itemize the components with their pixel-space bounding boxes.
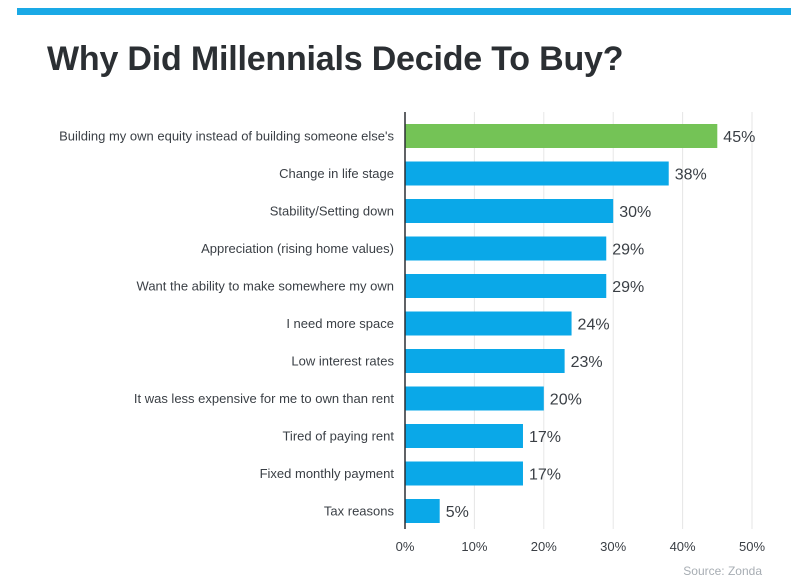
value-label: 5% xyxy=(446,504,469,521)
bar xyxy=(405,386,544,411)
source-note: Source: Zonda xyxy=(683,564,762,578)
value-label: 29% xyxy=(612,279,644,296)
value-label: 20% xyxy=(550,392,582,409)
bar xyxy=(405,349,565,373)
x-tick-label: 0% xyxy=(396,539,415,554)
bar xyxy=(405,124,718,148)
x-tick-label: 40% xyxy=(670,539,696,554)
value-label: 17% xyxy=(529,429,561,446)
chart-title: Why Did Millennials Decide To Buy? xyxy=(47,40,624,78)
x-tick-label: 20% xyxy=(531,539,557,554)
bar xyxy=(405,236,607,261)
x-tick-label: 30% xyxy=(600,539,626,554)
value-label: 17% xyxy=(529,467,561,484)
value-label: 38% xyxy=(675,167,707,184)
bar xyxy=(405,311,572,336)
category-label: Change in life stage xyxy=(279,166,394,181)
top-accent-rule xyxy=(17,8,791,15)
value-label: 29% xyxy=(612,242,644,259)
x-tick-label: 10% xyxy=(461,539,487,554)
value-label: 23% xyxy=(571,354,603,371)
category-label: Low interest rates xyxy=(291,354,394,369)
bar xyxy=(405,161,669,186)
category-label: Building my own equity instead of buildi… xyxy=(59,129,394,144)
value-label: 24% xyxy=(578,317,610,334)
bar xyxy=(405,199,614,223)
bar xyxy=(405,461,523,486)
category-label: Fixed monthly payment xyxy=(260,466,395,481)
category-label: Stability/Setting down xyxy=(270,204,394,219)
bar xyxy=(405,274,607,298)
category-label: It was less expensive for me to own than… xyxy=(134,391,395,406)
bar xyxy=(405,499,440,523)
category-label: Want the ability to make somewhere my ow… xyxy=(137,279,394,294)
x-tick-label: 50% xyxy=(739,539,765,554)
category-label: Tired of paying rent xyxy=(282,429,394,444)
value-label: 30% xyxy=(619,204,651,221)
bar xyxy=(405,424,523,448)
category-label: Tax reasons xyxy=(324,504,395,519)
category-label: Appreciation (rising home values) xyxy=(201,241,394,256)
category-label: I need more space xyxy=(286,316,394,331)
value-label: 45% xyxy=(723,129,755,146)
